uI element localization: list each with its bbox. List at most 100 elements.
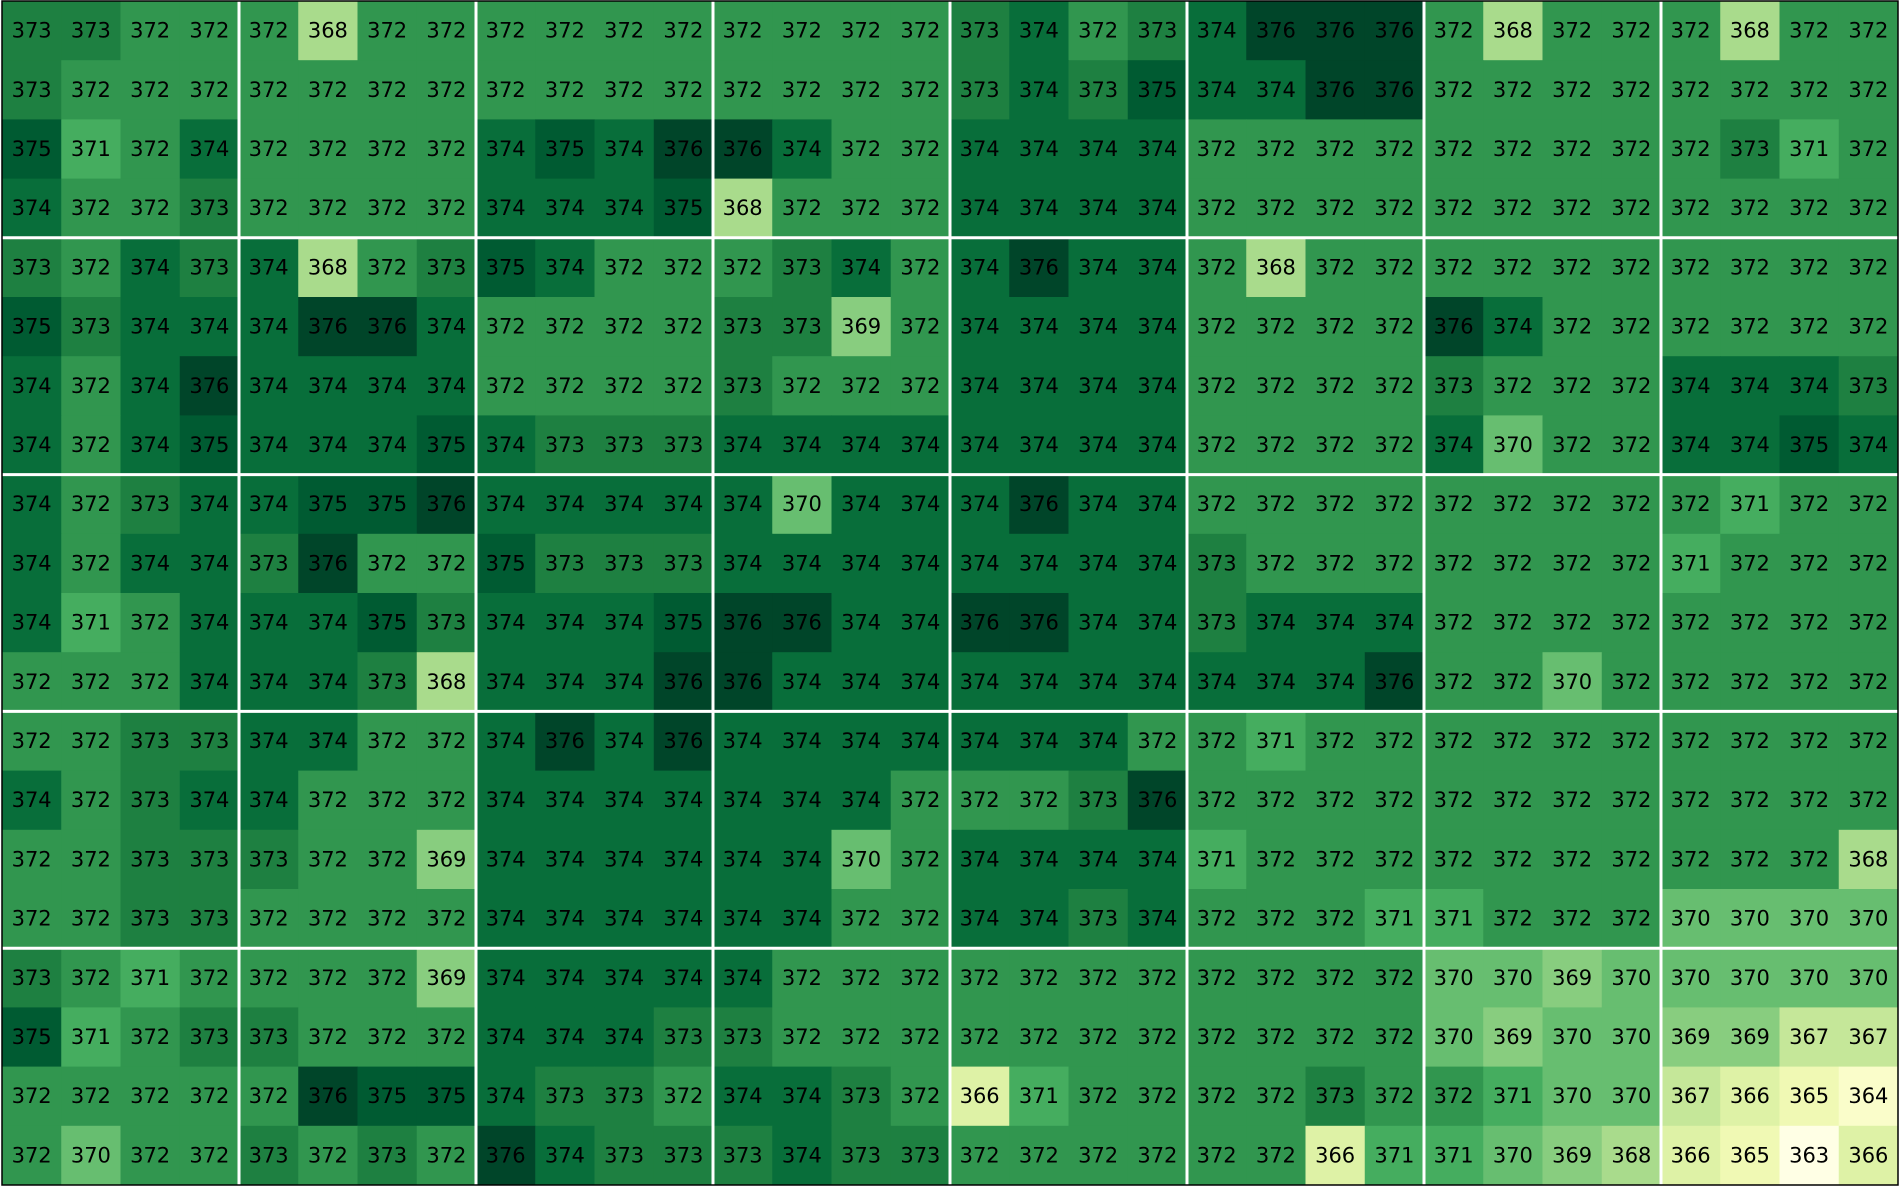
heatmap-cell (1009, 237, 1069, 298)
cell-label: 374 (900, 551, 940, 575)
cell-label: 372 (1434, 788, 1474, 812)
heatmap-cell (416, 1, 477, 61)
cell-label: 374 (12, 433, 52, 457)
cell-label: 372 (1730, 788, 1770, 812)
heatmap-cell (1661, 593, 1721, 653)
heatmap-cell (1542, 415, 1603, 476)
heatmap-cell (1542, 1007, 1603, 1068)
heatmap-cell (1305, 889, 1366, 949)
cell-label: 372 (12, 729, 52, 753)
heatmap-cell (1305, 829, 1366, 890)
heatmap-cell (1187, 1066, 1247, 1127)
heatmap-cell (1187, 1007, 1247, 1068)
cell-label: 376 (1315, 78, 1355, 102)
cell-label: 374 (1730, 374, 1770, 398)
cell-label: 372 (1374, 788, 1414, 812)
heatmap-cell (239, 593, 299, 653)
cell-label: 374 (604, 670, 644, 694)
heatmap-cell (1127, 415, 1188, 476)
heatmap-cell (535, 652, 595, 712)
heatmap-cell (1127, 533, 1188, 594)
heatmap-cell (1127, 770, 1188, 831)
cell-label: 373 (130, 492, 170, 516)
heatmap-cell (357, 593, 418, 653)
cell-label: 371 (71, 137, 111, 161)
cell-label: 372 (1197, 788, 1237, 812)
cell-label: 373 (130, 907, 170, 931)
heatmap-cell (357, 119, 418, 180)
cell-label: 373 (782, 315, 822, 339)
cell-label: 374 (1078, 551, 1118, 575)
heatmap-cell (1009, 711, 1069, 772)
heatmap-cell (1838, 474, 1899, 535)
cell-label: 374 (1137, 196, 1177, 220)
cell-label: 372 (1730, 670, 1770, 694)
cell-label: 374 (308, 670, 348, 694)
cell-label: 372 (486, 315, 526, 339)
heatmap-cell (1246, 593, 1306, 653)
heatmap-cell (772, 415, 832, 476)
cell-label: 372 (71, 729, 111, 753)
cell-label: 372 (1493, 551, 1533, 575)
cell-label: 372 (1374, 966, 1414, 990)
cell-label: 373 (841, 1084, 881, 1108)
cell-label: 374 (1078, 374, 1118, 398)
heatmap-cell (594, 415, 655, 476)
heatmap-cell (476, 178, 536, 239)
cell-label: 372 (1434, 19, 1474, 43)
cell-label: 372 (900, 196, 940, 220)
cell-label: 374 (545, 847, 585, 871)
heatmap-cell (713, 770, 773, 831)
heatmap-cell (357, 652, 418, 712)
heatmap-cell (831, 60, 892, 120)
heatmap-cell (1661, 415, 1721, 476)
heatmap-cell (239, 474, 299, 535)
cell-label: 373 (189, 729, 229, 753)
heatmap-cell (1424, 533, 1484, 594)
heatmap-cell (1424, 1066, 1484, 1127)
cell-label: 373 (1137, 19, 1177, 43)
heatmap-cell (357, 533, 418, 594)
heatmap-cell (1720, 1066, 1780, 1127)
heatmap-cell (1424, 1007, 1484, 1068)
cell-label: 373 (960, 19, 1000, 43)
cell-label: 372 (782, 196, 822, 220)
heatmap-cell (2, 119, 62, 180)
cell-label: 373 (189, 847, 229, 871)
heatmap-cell (1187, 770, 1247, 831)
heatmap-cell (476, 948, 536, 1008)
heatmap-cell (1779, 711, 1840, 772)
heatmap-cell (1127, 1007, 1188, 1068)
cell-label: 374 (663, 847, 703, 871)
heatmap-cell (61, 297, 121, 357)
cell-label: 372 (367, 1025, 407, 1049)
cell-label: 372 (1315, 788, 1355, 812)
heatmap-cell (594, 60, 655, 120)
heatmap-cell (1601, 533, 1662, 594)
heatmap-cell (653, 533, 714, 594)
cell-label: 372 (1611, 315, 1651, 339)
cell-label: 372 (308, 788, 348, 812)
heatmap-cell (61, 474, 121, 535)
cell-label: 374 (1078, 255, 1118, 279)
heatmap-cell (179, 770, 240, 831)
cell-label: 371 (1374, 907, 1414, 931)
heatmap-cell (772, 1007, 832, 1068)
cell-label: 372 (71, 1084, 111, 1108)
heatmap-cell (772, 237, 832, 298)
cell-label: 374 (1671, 374, 1711, 398)
cell-label: 372 (604, 19, 644, 43)
heatmap-cell (120, 593, 181, 653)
heatmap-cell (239, 889, 299, 949)
heatmap-cell (1246, 356, 1306, 416)
cell-label: 375 (663, 611, 703, 635)
cell-label: 372 (71, 907, 111, 931)
heatmap-cell (1187, 533, 1247, 594)
cell-label: 372 (1848, 788, 1888, 812)
cell-label: 372 (1671, 19, 1711, 43)
cell-label: 374 (960, 729, 1000, 753)
cell-label: 372 (1493, 492, 1533, 516)
heatmap-cell (2, 533, 62, 594)
cell-label: 372 (1611, 78, 1651, 102)
heatmap-cell (713, 60, 773, 120)
